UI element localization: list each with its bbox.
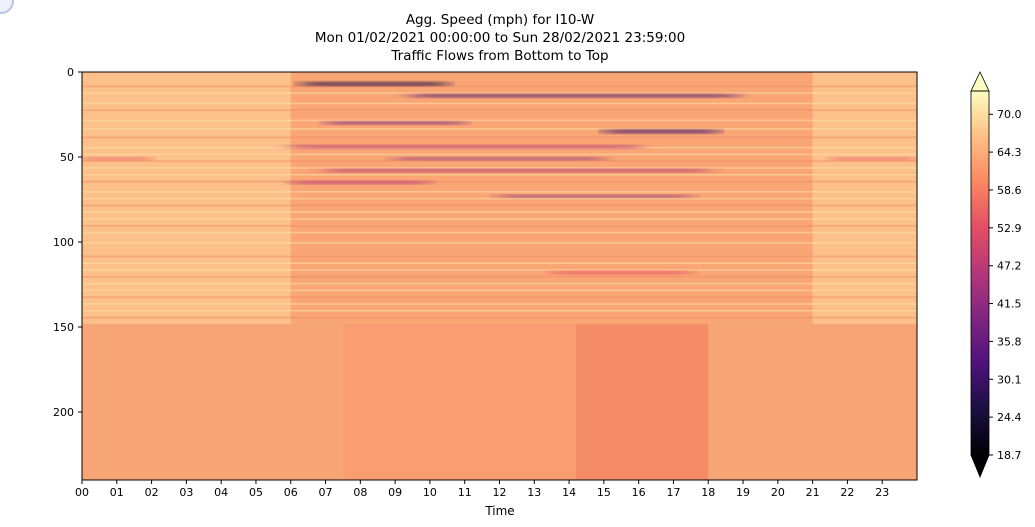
heatmap-stripe (82, 119, 917, 122)
heatmap-stripe (82, 109, 917, 111)
heatmap-stripe (82, 225, 917, 227)
x-tick-label: 13 (527, 486, 541, 499)
colorbar-tick-label: 24.4 (997, 411, 1022, 424)
heatmap-stripe (82, 269, 917, 271)
heatmap-stripe (82, 167, 917, 169)
heatmap-stripe (82, 262, 917, 264)
heatmap-stripe (82, 276, 917, 278)
x-tick-label: 04 (214, 486, 228, 499)
congestion-streak (290, 145, 639, 149)
heatmap-stripe (82, 296, 917, 298)
heatmap-stripe (82, 231, 917, 234)
colorbar-tick-label: 18.7 (997, 449, 1022, 462)
colorbar-tick-label: 58.6 (997, 184, 1022, 197)
congestion-streak (603, 130, 719, 133)
heatmap-stripe (82, 211, 917, 213)
x-tick-label: 14 (562, 486, 576, 499)
colorbar-gradient (971, 91, 989, 455)
x-tick-label: 17 (666, 486, 680, 499)
colorbar-tick-label: 30.1 (997, 373, 1022, 386)
x-axis-label: Time (484, 504, 514, 518)
x-tick-label: 19 (736, 486, 750, 499)
y-tick-label: 50 (60, 151, 74, 164)
heatmap-stripe (82, 180, 917, 183)
heatmap-stripe (82, 128, 917, 130)
congestion-streak (82, 157, 152, 160)
y-tick-label: 150 (53, 321, 74, 334)
heatmap-stripe (82, 289, 917, 292)
x-tick-label: 08 (353, 486, 367, 499)
heatmap-mid-block (342, 323, 577, 480)
colorbar: 18.7 24.4 30.1 35.8 41.5 47.2 52.9 58.6 64.3 70.0 (970, 71, 1022, 479)
heatmap-plot-area (82, 72, 917, 480)
heatmap-stripe (82, 242, 917, 244)
x-tick-label: 09 (388, 486, 402, 499)
x-tick-label: 01 (110, 486, 124, 499)
heatmap-slow-block (576, 323, 709, 480)
x-tick-label: 21 (806, 486, 820, 499)
x-tick-label: 05 (249, 486, 263, 499)
title-line-2: Mon 01/02/2021 00:00:00 to Sun 28/02/202… (315, 30, 685, 46)
colorbar-extend-min (970, 454, 990, 479)
x-tick-label: 02 (145, 486, 159, 499)
title-line-3: Traffic Flows from Bottom to Top (390, 48, 608, 64)
y-tick-label: 100 (53, 236, 74, 249)
congestion-streak (412, 94, 737, 98)
x-tick-label: 20 (771, 486, 785, 499)
heatmap-stripe (82, 102, 917, 105)
heatmap-stripe (82, 316, 917, 319)
congestion-streak (830, 157, 917, 160)
colorbar-tick-label: 35.8 (997, 335, 1022, 348)
y-tick-label: 0 (67, 66, 74, 79)
colorbar-tick-label: 41.5 (997, 298, 1022, 311)
colorbar-tick-label: 47.2 (997, 260, 1022, 273)
x-tick-label: 03 (179, 486, 193, 499)
title-line-1: Agg. Speed (mph) for I10-W (406, 12, 594, 28)
heatmap-stripe (82, 218, 917, 220)
heatmap-stripe (82, 282, 917, 285)
heatmap-stripe (82, 197, 917, 200)
y-axis: 0 50 100 150 200 (53, 66, 82, 419)
heatmap-stripe (82, 136, 917, 139)
congestion-streak (325, 121, 465, 125)
x-tick-label: 16 (632, 486, 646, 499)
heatmap-stripe (82, 85, 917, 88)
heatmap-stripe (82, 303, 917, 305)
colorbar-tick-label: 64.3 (997, 146, 1022, 159)
x-tick-label: 10 (423, 486, 437, 499)
congestion-streak (325, 169, 709, 172)
congestion-streak (301, 82, 448, 86)
heatmap-stripe (82, 204, 917, 207)
x-tick-label: 15 (597, 486, 611, 499)
heatmap-stripe (82, 255, 917, 258)
x-tick-label: 18 (701, 486, 715, 499)
colorbar-extend-max (970, 71, 990, 92)
congestion-streak (499, 195, 691, 198)
heatmap-stripe (82, 174, 917, 176)
colorbar-tick-label: 70.0 (997, 108, 1022, 121)
x-tick-label: 11 (458, 486, 472, 499)
x-tick-label: 22 (840, 486, 854, 499)
heatmap-stripe (82, 153, 917, 156)
heatmap-stripe (82, 160, 917, 162)
y-tick-label: 200 (53, 406, 74, 419)
x-tick-label: 06 (284, 486, 298, 499)
x-tick-label: 23 (875, 486, 889, 499)
congestion-streak (395, 157, 604, 160)
x-tick-label: 00 (75, 486, 89, 499)
colorbar-tick-label: 52.9 (997, 222, 1022, 235)
heatmap-stripe (82, 92, 917, 94)
heatmap-stripe (82, 310, 917, 312)
congestion-streak (290, 181, 430, 184)
chart-title: Agg. Speed (mph) for I10-W Mon 01/02/202… (315, 12, 685, 64)
x-axis: 00 01 02 03 04 05 06 07 08 09 10 11 12 13 14 15 16 17 18 19… (75, 480, 889, 499)
congestion-streak (551, 271, 691, 274)
x-tick-label: 07 (319, 486, 333, 499)
heatmap-stripe (82, 191, 917, 193)
x-tick-label: 12 (493, 486, 507, 499)
